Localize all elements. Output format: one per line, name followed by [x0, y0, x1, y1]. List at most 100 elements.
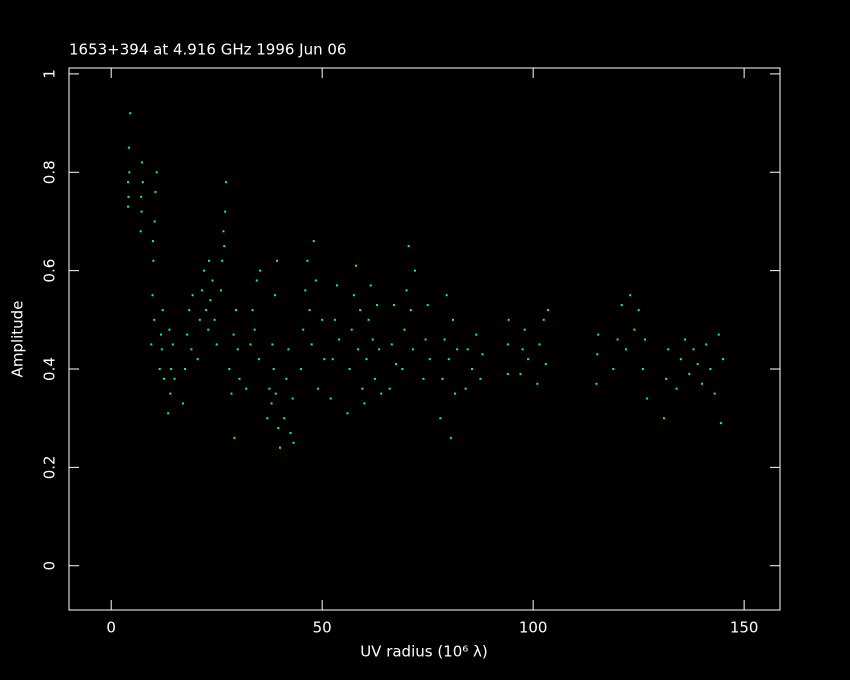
scatter-point	[338, 338, 341, 341]
scatter-point	[507, 318, 510, 321]
scatter-point	[152, 259, 155, 262]
scatter-point	[304, 289, 307, 292]
scatter-point	[506, 343, 509, 346]
scatter-point	[624, 348, 627, 351]
scatter-point	[127, 146, 130, 149]
scatter-point	[140, 210, 143, 213]
scatter-point	[170, 368, 173, 371]
scatter-point	[249, 343, 252, 346]
scatter-point	[153, 318, 156, 321]
scatter-point	[205, 308, 208, 311]
scatter-point	[188, 308, 191, 311]
scatter-point	[153, 220, 156, 223]
scatter-point	[665, 377, 668, 380]
scatter-point	[173, 377, 176, 380]
scatter-point	[169, 392, 172, 395]
scatter-point	[675, 387, 678, 390]
scatter-point	[160, 348, 163, 351]
scatter-point	[184, 368, 187, 371]
scatter-point	[272, 368, 275, 371]
scatter-point	[378, 348, 381, 351]
scatter-point	[127, 181, 130, 184]
scatter-point	[643, 338, 646, 341]
y-tick-label: 1	[41, 69, 59, 79]
scatter-point	[154, 190, 157, 193]
scatter-point	[139, 230, 142, 233]
scatter-point	[519, 372, 522, 375]
scatter-point	[346, 412, 349, 415]
scatter-point	[439, 417, 442, 420]
scatter-point	[475, 333, 478, 336]
scatter-point	[289, 431, 292, 434]
scatter-point	[300, 368, 303, 371]
scatter-point	[203, 269, 206, 272]
scatter-point	[238, 377, 241, 380]
scatter-point	[314, 279, 317, 282]
scatter-point	[369, 284, 372, 287]
scatter-point	[200, 289, 203, 292]
scatter-point	[713, 392, 716, 395]
scatter-point	[361, 387, 364, 390]
scatter-point	[191, 294, 194, 297]
scatter-point	[186, 333, 189, 336]
scatter-point	[405, 289, 408, 292]
scatter-point	[329, 397, 332, 400]
scatter-point	[159, 333, 162, 336]
scatter-point	[268, 387, 271, 390]
scatter-point	[271, 343, 274, 346]
y-tick-label: 0.6	[41, 259, 59, 283]
scatter-point	[127, 205, 130, 208]
scatter-point	[283, 417, 286, 420]
scatter-point	[679, 358, 682, 361]
scatter-point	[454, 392, 457, 395]
scatter-point	[414, 269, 417, 272]
scatter-point	[277, 427, 280, 430]
scatter-point	[150, 343, 153, 346]
scatter-point	[228, 368, 231, 371]
scatter-point	[380, 392, 383, 395]
scatter-point	[211, 279, 214, 282]
scatter-point	[441, 377, 444, 380]
scatter-point	[684, 338, 687, 341]
scatter-point	[409, 308, 412, 311]
scatter-point	[466, 348, 469, 351]
scatter-point	[456, 348, 459, 351]
scatter-point	[127, 195, 130, 198]
scatter-point	[401, 368, 404, 371]
scatter-point	[141, 181, 144, 184]
scatter-point	[620, 304, 623, 307]
scatter-point	[158, 368, 161, 371]
scatter-point	[371, 338, 374, 341]
scatter-point	[633, 328, 636, 331]
scatter-point	[395, 363, 398, 366]
scatter-point	[426, 304, 429, 307]
scatter-point	[316, 387, 319, 390]
scatter-point	[285, 377, 288, 380]
scatter-point	[235, 308, 238, 311]
scatter-point	[276, 259, 279, 262]
y-axis-label: Amplitude	[9, 301, 27, 378]
scatter-point	[255, 279, 258, 282]
x-tick-label: 50	[313, 619, 332, 637]
scatter-point	[523, 328, 526, 331]
scatter-point	[424, 338, 427, 341]
y-tick-label: 0.2	[41, 455, 59, 479]
scatter-point	[213, 318, 216, 321]
scatter-point	[253, 328, 256, 331]
scatter-point	[464, 387, 467, 390]
scatter-point	[506, 372, 509, 375]
scatter-point	[428, 358, 431, 361]
scatter-point	[224, 210, 227, 213]
scatter-point	[637, 308, 640, 311]
scatter-point	[266, 417, 269, 420]
scatter-point	[709, 368, 712, 371]
scatter-point	[190, 348, 193, 351]
scatter-point	[451, 318, 454, 321]
scatter-point	[208, 259, 211, 262]
scatter-point	[155, 171, 158, 174]
scatter-point	[596, 353, 599, 356]
scatter-point	[233, 436, 236, 439]
scatter-point	[151, 240, 154, 243]
scatter-point	[167, 412, 170, 415]
